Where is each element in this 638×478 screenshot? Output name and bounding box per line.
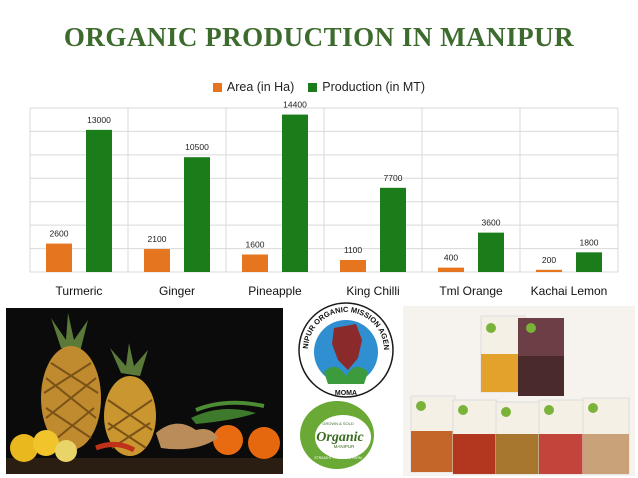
bar-production: [576, 252, 602, 272]
organic-manipur-icon: GROWN & SOLD Organic MANIPUR STRAIGHT FR…: [300, 401, 374, 469]
data-label: 2100: [148, 234, 167, 244]
organic-logo-main: Organic: [316, 430, 364, 445]
moma-logo: MANIPUR ORGANIC MISSION AGENCY MOMA: [293, 293, 396, 400]
chilli-icon: [191, 409, 256, 424]
pineapple-icon: [41, 313, 101, 450]
data-label: 1600: [246, 240, 265, 250]
category-label: King Chilli: [346, 284, 399, 298]
legend-item-area: Area (in Ha): [212, 80, 295, 94]
data-label: 400: [444, 253, 458, 263]
legend-swatch-production: [308, 82, 318, 92]
data-label: 13000: [87, 115, 111, 125]
legend-label-production: Production (in MT): [322, 80, 426, 94]
page-title: ORGANIC PRODUCTION IN MANIPUR: [63, 22, 575, 52]
data-label: 10500: [185, 142, 209, 152]
data-label: 2600: [50, 229, 69, 239]
bar-production: [380, 187, 406, 272]
legend-swatch-area: [212, 82, 222, 92]
legend-label-area: Area (in Ha): [226, 80, 295, 94]
category-label: Pineapple: [248, 284, 302, 298]
category-label: Tml Orange: [439, 284, 503, 298]
fruit-photo: [6, 308, 283, 474]
organic-logo-tagline: STRAIGHT FROM THE FARM: [314, 456, 362, 460]
category-label: Ginger: [159, 284, 195, 298]
package-icon: [452, 399, 498, 475]
package-icon: [518, 318, 564, 396]
data-label: 14400: [283, 100, 307, 110]
pineapple-icon: [104, 343, 156, 456]
data-label: 7700: [384, 173, 403, 183]
chart-legend: Area (in Ha) Production (in MT): [0, 80, 638, 94]
organic-logo-sub: MANIPUR: [334, 444, 356, 449]
package-icon: [495, 401, 541, 475]
data-label: 3600: [482, 218, 501, 228]
bar-production: [478, 232, 504, 272]
bar-area: [46, 243, 72, 272]
product-packages-illustration: [403, 306, 635, 476]
bar-area: [144, 249, 170, 272]
bar-chart: 2600 13000 Turmeric 2100 10500 Ginger 1600 1440…: [29, 100, 619, 298]
category-label: Kachai Lemon: [531, 284, 608, 298]
lemon-icon: [33, 430, 59, 456]
data-label: 1100: [344, 245, 363, 255]
lemon-icon: [10, 434, 38, 462]
bar-area: [242, 254, 268, 272]
lemon-slice-icon: [55, 440, 77, 462]
red-chilli-icon: [95, 442, 136, 453]
data-label: 200: [542, 255, 556, 265]
product-packages-photo: [403, 306, 635, 476]
organic-manipur-logo: GROWN & SOLD Organic MANIPUR STRAIGHT FR…: [298, 399, 376, 471]
moma-abbrev: MOMA: [335, 390, 357, 397]
ginger-icon: [156, 423, 218, 450]
legend-item-production: Production (in MT): [308, 80, 425, 94]
bar-production: [184, 157, 210, 272]
package-icon: [410, 395, 456, 473]
orange-icon: [213, 425, 243, 455]
bar-area: [536, 269, 562, 272]
data-label: 1800: [580, 237, 599, 247]
package-icon: [582, 397, 630, 475]
bar-area: [438, 267, 464, 272]
bar-area: [340, 259, 366, 272]
category-label: Turmeric: [56, 284, 103, 298]
package-icon: [538, 399, 584, 475]
bar-production: [282, 114, 308, 272]
package-icon: [480, 315, 526, 393]
moma-seal-icon: MANIPUR ORGANIC MISSION AGENCY MOMA: [293, 293, 394, 398]
orange-icon: [248, 427, 280, 459]
image-strip: MANIPUR ORGANIC MISSION AGENCY MOMA GROW…: [0, 293, 638, 478]
organic-logo-small: GROWN & SOLD: [322, 421, 354, 426]
fruit-photo-illustration: [6, 308, 283, 474]
bar-production: [86, 129, 112, 272]
